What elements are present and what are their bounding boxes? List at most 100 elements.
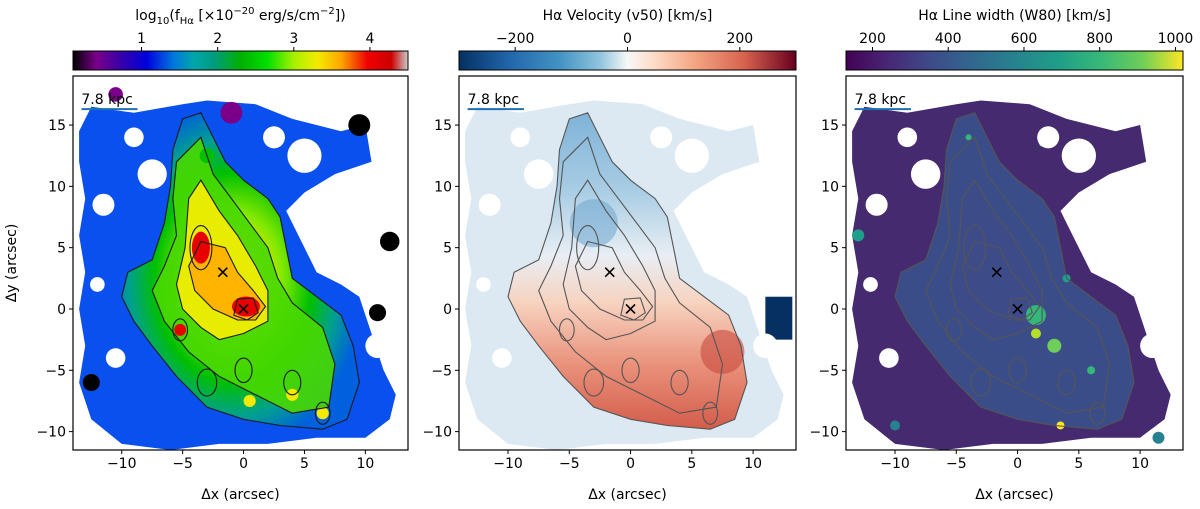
flux-contour bbox=[670, 369, 689, 396]
masked-region bbox=[863, 277, 878, 292]
y-tick-label: −10 bbox=[422, 425, 452, 441]
masked-region bbox=[365, 333, 390, 359]
colorbar-tick-label: 2 bbox=[213, 31, 222, 47]
colorbar-tick-label: 1 bbox=[137, 31, 146, 47]
flux-contour bbox=[507, 112, 748, 430]
colorbar-tick-label: 400 bbox=[935, 31, 962, 47]
masked-region bbox=[124, 127, 144, 148]
x-axis-label: Δx (arcsec) bbox=[588, 487, 667, 503]
x-axis-label: Δx (arcsec) bbox=[201, 487, 280, 503]
masked-region bbox=[523, 159, 554, 189]
masked-region bbox=[263, 126, 285, 149]
colorbar-title: Hα Velocity (v50) [km/s] bbox=[543, 8, 713, 24]
x-tick-label: 0 bbox=[1013, 456, 1022, 472]
map-image bbox=[852, 100, 1171, 450]
marker-x-nucleus bbox=[625, 303, 636, 315]
y-tick-label: 15 bbox=[48, 118, 66, 134]
x-tick-label: −5 bbox=[172, 456, 193, 472]
masked-region bbox=[1140, 333, 1165, 359]
masked-region bbox=[92, 193, 115, 216]
flux-contour bbox=[314, 401, 331, 425]
flux-contour bbox=[574, 240, 654, 321]
flux-contour bbox=[894, 112, 1135, 430]
masked-region bbox=[137, 159, 167, 189]
marker-x-nucleus bbox=[238, 303, 249, 315]
flux-contour bbox=[621, 357, 640, 384]
y-tick-label: 10 bbox=[821, 179, 839, 195]
x-axis-label: Δx (arcsec) bbox=[975, 487, 1054, 503]
colorbar bbox=[845, 50, 1184, 71]
x-tick-label: 10 bbox=[1131, 456, 1149, 472]
panel-2: −200 0 200 Hα Velocity (v50) [km/s] 7.8 kpc −… bbox=[422, 8, 797, 503]
masked-region bbox=[478, 193, 501, 216]
y-tick-label: 5 bbox=[443, 241, 452, 257]
velocity-blob bbox=[765, 296, 793, 340]
y-tick-label: 10 bbox=[48, 179, 66, 195]
scale-bar-label: 7.8 kpc bbox=[468, 92, 519, 108]
flux-contour bbox=[558, 318, 575, 342]
y-tick-label: 5 bbox=[830, 241, 839, 257]
y-tick-label: 5 bbox=[57, 241, 66, 257]
flux-contour bbox=[1007, 297, 1033, 321]
marker-x-secondary bbox=[991, 267, 1002, 278]
masked-region bbox=[650, 126, 673, 149]
masked-region bbox=[865, 193, 888, 216]
masked-region bbox=[327, 234, 367, 274]
scale-bar-label: 7.8 kpc bbox=[855, 92, 906, 108]
masked-region bbox=[674, 138, 709, 173]
axes-frame bbox=[458, 75, 797, 451]
masked-region bbox=[1102, 234, 1142, 274]
y-tick-label: −5 bbox=[818, 363, 839, 379]
flux-contour bbox=[949, 179, 1043, 341]
broad-line-spot bbox=[890, 420, 901, 431]
axes-frame bbox=[72, 75, 409, 451]
y-tick-label: 15 bbox=[821, 118, 839, 134]
marker-x-nucleus bbox=[1012, 303, 1023, 315]
flux-contour bbox=[1057, 369, 1076, 396]
y-tick-label: 0 bbox=[443, 302, 452, 318]
masked-region bbox=[105, 348, 126, 368]
flux-contour bbox=[702, 401, 719, 425]
y-tick-label: 0 bbox=[57, 302, 66, 318]
x-tick-label: 5 bbox=[687, 456, 696, 472]
x-tick-label: −10 bbox=[107, 456, 137, 472]
masked-region bbox=[715, 234, 755, 274]
y-tick-label: −5 bbox=[431, 363, 452, 379]
masked-region bbox=[316, 186, 341, 211]
flux-contour bbox=[172, 318, 189, 342]
masked-region bbox=[510, 127, 531, 148]
broad-line-spot bbox=[852, 229, 865, 242]
flux-blob bbox=[316, 407, 329, 420]
masked-region bbox=[287, 138, 322, 173]
colorbar-tick-label: 3 bbox=[289, 31, 298, 47]
broad-line-spot bbox=[965, 134, 972, 141]
colorbar-tick-label: 600 bbox=[1011, 31, 1038, 47]
flux-contour bbox=[961, 240, 1041, 321]
y-axis-label: Δy (arcsec) bbox=[4, 224, 20, 303]
flux-blob bbox=[348, 114, 371, 137]
masked-region bbox=[704, 186, 729, 211]
masked-region bbox=[879, 348, 899, 368]
colorbar-tick-label: 4 bbox=[365, 31, 374, 47]
broad-line-spot bbox=[1056, 421, 1065, 430]
x-tick-label: −10 bbox=[880, 456, 910, 472]
flux-contour bbox=[196, 368, 218, 397]
panel-1: 1 2 3 4 log10(fHα [×10−20 erg/s/cm−2]) 7.8 kp… bbox=[4, 6, 409, 503]
colorbar-title: Hα Line width (W80) [km/s] bbox=[918, 8, 1111, 24]
broad-line-spot bbox=[1087, 366, 1096, 375]
y-tick-label: 15 bbox=[434, 118, 452, 134]
emission-region-body bbox=[508, 112, 747, 430]
flux-contour bbox=[121, 112, 360, 430]
marker-x-secondary bbox=[604, 267, 615, 278]
flux-blob bbox=[108, 87, 123, 102]
y-tick-label: 10 bbox=[434, 179, 452, 195]
velocity-red-patch bbox=[700, 329, 745, 374]
masked-region bbox=[1091, 186, 1116, 211]
flux-contour bbox=[188, 240, 267, 321]
y-tick-label: −10 bbox=[36, 425, 66, 441]
colorbar-tick-label: 200 bbox=[859, 31, 886, 47]
flux-blob bbox=[220, 101, 243, 124]
x-tick-label: 0 bbox=[626, 456, 635, 472]
